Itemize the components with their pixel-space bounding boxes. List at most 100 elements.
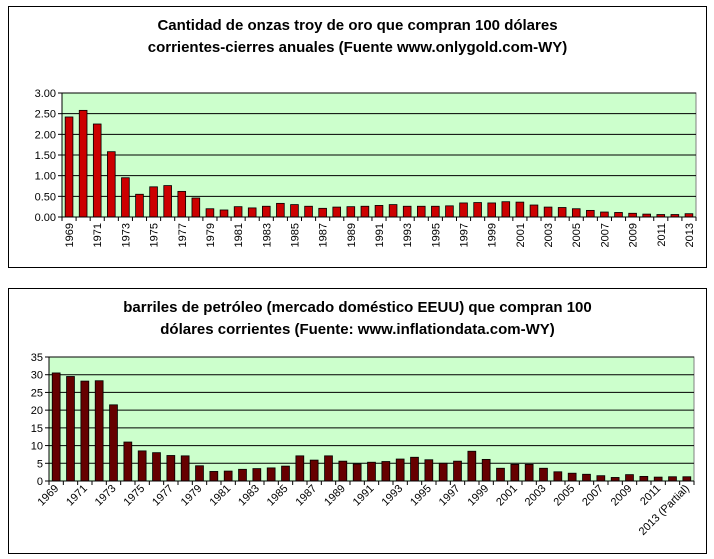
bar [402, 205, 412, 218]
bar [332, 206, 342, 218]
x-tick-label: 1975 [121, 483, 147, 509]
x-tick-label: 1983 [236, 483, 262, 509]
bar [459, 202, 468, 218]
x-tick-label: 1973 [120, 223, 132, 247]
y-tick-label: 30 [31, 370, 43, 382]
bar [276, 202, 285, 218]
bar [338, 460, 348, 482]
bar [374, 205, 384, 218]
x-tick-label: 2007 [599, 223, 611, 247]
gold-chart-title-line1: Cantidad de onzas troy de oro que compra… [157, 17, 558, 34]
oil-chart-title-line2: dólares corrientes (Fuente: www.inflatio… [160, 321, 555, 338]
bar [233, 206, 243, 218]
bar [109, 404, 118, 482]
bar [219, 209, 229, 218]
y-tick-label: 2.00 [35, 129, 56, 141]
x-tick-label: 1971 [64, 483, 90, 509]
x-tick-label: 1985 [265, 483, 291, 509]
x-tick-label: 2011 [638, 483, 663, 508]
bar [281, 465, 290, 482]
bar [92, 123, 102, 218]
bar [628, 212, 637, 218]
bar [571, 208, 581, 218]
x-tick-label: 1973 [93, 483, 119, 509]
x-tick-label: 1975 [149, 223, 161, 247]
x-tick-label: 1977 [150, 483, 176, 509]
x-tick-label: 1979 [205, 223, 217, 247]
bar [381, 461, 391, 482]
bar [318, 207, 327, 218]
y-tick-label: 1.50 [35, 150, 56, 162]
bar [266, 467, 276, 482]
bar [453, 460, 462, 482]
x-tick-label: 2005 [571, 223, 583, 247]
x-tick-label: 1991 [374, 223, 386, 247]
bar [209, 471, 219, 482]
bar [388, 204, 398, 218]
x-tick-label: 1993 [379, 483, 405, 509]
bar [309, 459, 319, 482]
bar [177, 190, 187, 218]
gold-chart-svg: 0.00 0.50 1.00 1.50 2.00 2.50 3.00 1969 1971 1973… [35, 88, 697, 247]
bar [682, 476, 692, 482]
x-tick-label: 2005 [551, 483, 577, 509]
bar [195, 465, 204, 482]
gold-chart-panel: Cantidad de onzas troy de oro que compra… [8, 6, 707, 268]
bar [510, 463, 520, 482]
bar [295, 455, 305, 482]
bar [614, 212, 623, 218]
x-tick-label: 1969 [64, 223, 76, 247]
gold-chart-title: Cantidad de onzas troy de oro que compra… [9, 15, 706, 59]
bar [496, 467, 505, 482]
y-tick-label: 5 [37, 458, 43, 470]
x-tick-label: 1989 [346, 223, 358, 247]
x-tick-label: 2011 [656, 223, 668, 247]
y-tick-label: 0.00 [35, 212, 56, 224]
x-tick-label: 1983 [261, 223, 273, 247]
bar [360, 205, 370, 218]
bar [582, 473, 591, 482]
bar [529, 204, 539, 218]
x-tick-label: 1987 [293, 483, 319, 509]
y-tick-label: 35 [31, 352, 43, 364]
bar [438, 462, 448, 482]
x-tick-label: 1985 [289, 223, 301, 247]
x-tick-label: 1981 [233, 223, 245, 247]
oil-chart-title-line1: barriles de petróleo (mercado doméstico … [123, 299, 592, 316]
x-tick-label: 2003 [523, 483, 549, 509]
bar [416, 205, 426, 218]
bar [180, 455, 190, 482]
x-tick-label: 1999 [465, 483, 491, 509]
bar [346, 206, 356, 218]
x-tick-label: 1987 [318, 223, 330, 247]
bar [445, 205, 454, 218]
bar [352, 463, 362, 482]
x-tick-label: 1979 [179, 483, 205, 509]
oil-chart-title: barriles de petróleo (mercado doméstico … [9, 297, 706, 341]
bar [107, 151, 116, 218]
bar [252, 468, 262, 482]
bar [135, 193, 144, 218]
bar [539, 467, 548, 482]
bar [137, 450, 147, 482]
bar [66, 376, 75, 482]
x-tick-label: 1981 [207, 483, 233, 509]
bar [487, 202, 496, 218]
x-tick-label: 1989 [322, 483, 348, 509]
bar [431, 205, 440, 218]
bar [123, 441, 133, 482]
bar [410, 456, 419, 482]
y-tick-label: 25 [31, 387, 43, 399]
y-tick-label: 2.50 [35, 109, 56, 121]
y-tick-label: 0.50 [35, 191, 56, 203]
bar [163, 185, 172, 218]
bar [367, 461, 376, 482]
y-tick-label: 20 [31, 405, 43, 417]
x-tick-label: 1997 [459, 223, 471, 247]
x-tick-label: 1971 [92, 223, 104, 247]
bar [625, 474, 634, 482]
bar [152, 452, 161, 482]
x-tick-label: 2001 [494, 483, 520, 509]
oil-chart-panel: barriles de petróleo (mercado doméstico … [8, 288, 707, 554]
